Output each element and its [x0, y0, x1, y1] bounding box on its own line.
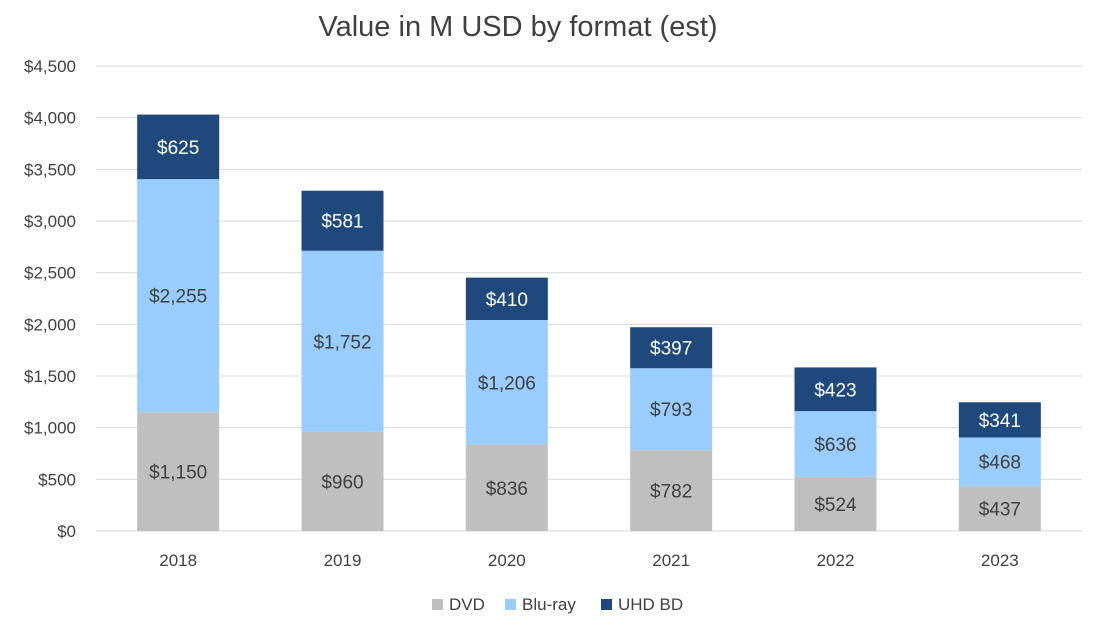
bar-blu-ray-2020 [465, 319, 548, 445]
data-labels: $1,150 $2,255 $625 $960 $1,752 $581 $836 $1,206… [149, 138, 1021, 521]
legend-item-dvd: DVD [432, 595, 485, 614]
x-tick-label: 2020 [488, 551, 526, 570]
data-label: $625 [157, 138, 199, 159]
data-label: $782 [650, 482, 692, 503]
y-tick-label: $1,000 [24, 419, 76, 438]
data-label: $2,255 [149, 287, 207, 308]
data-label: $341 [979, 411, 1021, 432]
bar-dvd-2020 [465, 444, 548, 531]
y-tick-label: $4,000 [24, 109, 76, 128]
data-label: $1,752 [313, 332, 371, 353]
data-label: $581 [321, 212, 363, 233]
bar-blu-ray-2023 [958, 437, 1041, 486]
legend-item-uhd-bd: UHD BD [601, 595, 683, 614]
legend-swatch [432, 599, 443, 610]
bar-uhd-bd-2022 [794, 367, 877, 412]
data-label: $836 [486, 479, 528, 500]
legend-swatch [601, 599, 612, 610]
y-tick-label: $1,500 [24, 367, 76, 386]
x-tick-label: 2022 [817, 551, 855, 570]
y-tick-label: $3,500 [24, 160, 76, 179]
data-label: $468 [979, 453, 1021, 474]
chart-title: Value in M USD by format (est) [318, 11, 717, 43]
data-label: $437 [979, 499, 1021, 520]
x-tick-label: 2021 [652, 551, 690, 570]
bar-dvd-2022 [794, 476, 877, 531]
legend-label: Blu-ray [522, 595, 576, 614]
bar-uhd-bd-2023 [958, 402, 1041, 438]
bar-uhd-bd-2019 [301, 190, 384, 251]
data-label: $397 [650, 339, 692, 360]
y-tick-label: $500 [38, 470, 76, 489]
gridlines [96, 65, 1082, 532]
x-tick-label: 2018 [159, 551, 197, 570]
y-tick-label: $2,500 [24, 264, 76, 283]
bar-dvd-2019 [301, 431, 384, 531]
x-axis-ticks: 2018 2019 2020 2021 2022 2023 [159, 551, 1018, 570]
data-label: $636 [814, 435, 856, 456]
legend-item-blu-ray: Blu-ray [505, 595, 576, 614]
y-axis-ticks: $0 $500 $1,000 $1,500 $2,000 $2,500 $3,000 $3,5… [24, 57, 76, 541]
y-tick-label: $4,500 [24, 57, 76, 76]
bar-blu-ray-2022 [794, 411, 877, 477]
bar-dvd-2021 [630, 450, 713, 531]
bar-uhd-bd-2018 [137, 114, 220, 180]
bars [137, 114, 1041, 531]
bar-uhd-bd-2020 [465, 277, 548, 320]
y-tick-label: $3,000 [24, 212, 76, 231]
legend: DVD Blu-ray UHD BD [432, 595, 683, 614]
bar-dvd-2023 [958, 485, 1041, 531]
x-tick-label: 2023 [981, 551, 1019, 570]
data-label: $960 [321, 472, 363, 493]
legend-label: UHD BD [618, 595, 683, 614]
y-tick-label: $0 [57, 522, 76, 541]
bar-blu-ray-2018 [137, 179, 220, 413]
bar-uhd-bd-2021 [630, 327, 713, 369]
data-label: $1,206 [478, 373, 536, 394]
x-tick-label: 2019 [324, 551, 362, 570]
legend-swatch [505, 599, 516, 610]
y-tick-label: $2,000 [24, 315, 76, 334]
bar-dvd-2018 [137, 412, 220, 531]
data-label: $423 [814, 380, 856, 401]
data-label: $524 [814, 495, 857, 516]
data-label: $410 [486, 290, 528, 311]
bar-blu-ray-2019 [301, 250, 384, 432]
legend-label: DVD [449, 595, 485, 614]
data-label: $1,150 [149, 463, 207, 484]
bar-blu-ray-2021 [630, 368, 713, 451]
data-label: $793 [650, 400, 692, 421]
